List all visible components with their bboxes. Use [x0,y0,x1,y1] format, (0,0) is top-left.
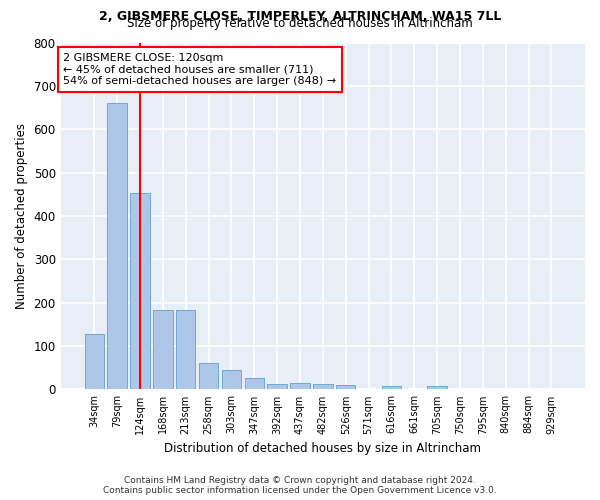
Bar [313,384,332,390]
Bar [336,385,355,390]
Text: 2, GIBSMERE CLOSE, TIMPERLEY, ALTRINCHAM, WA15 7LL: 2, GIBSMERE CLOSE, TIMPERLEY, ALTRINCHAM… [99,10,501,23]
Bar [221,370,241,390]
Bar [153,310,173,390]
Bar [290,384,310,390]
Text: Contains HM Land Registry data © Crown copyright and database right 2024.
Contai: Contains HM Land Registry data © Crown c… [103,476,497,495]
X-axis label: Distribution of detached houses by size in Altrincham: Distribution of detached houses by size … [164,442,481,455]
Bar [382,386,401,390]
Y-axis label: Number of detached properties: Number of detached properties [15,123,28,309]
Text: 2 GIBSMERE CLOSE: 120sqm
← 45% of detached houses are smaller (711)
54% of semi-: 2 GIBSMERE CLOSE: 120sqm ← 45% of detach… [63,53,337,86]
Bar [130,194,149,390]
Bar [176,310,196,390]
Bar [245,378,264,390]
Bar [199,362,218,390]
Bar [427,386,447,390]
Bar [268,384,287,390]
Bar [85,334,104,390]
Text: Size of property relative to detached houses in Altrincham: Size of property relative to detached ho… [127,18,473,30]
Bar [107,103,127,390]
